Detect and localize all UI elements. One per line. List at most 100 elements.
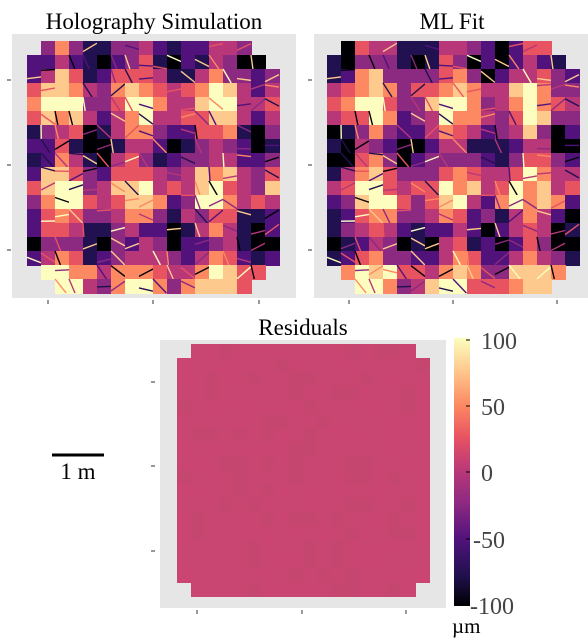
ml-fit-texture-line	[341, 69, 355, 70]
ml-fit-cell	[369, 83, 384, 98]
ml-fit-cell	[523, 125, 538, 140]
residuals-cell	[415, 540, 430, 555]
ml-fit-cell	[481, 181, 496, 196]
residuals-cell	[261, 582, 276, 597]
holography-simulation-cell	[251, 139, 266, 154]
residuals-cell	[415, 386, 430, 401]
residuals-cell	[261, 400, 276, 415]
ml-fit-cell	[327, 237, 342, 252]
ml-fit-cell	[453, 41, 468, 56]
residuals-cell	[289, 568, 304, 583]
residuals-cell	[191, 414, 206, 429]
residuals-cell	[359, 470, 374, 485]
ml-fit-cell	[509, 223, 524, 238]
holography-simulation-cell	[153, 265, 168, 280]
residuals-cell	[275, 484, 290, 499]
residuals-cell	[205, 512, 220, 527]
holography-simulation-cell	[223, 279, 238, 294]
residuals-cell	[233, 414, 248, 429]
holography-simulation-cell	[167, 195, 182, 210]
holography-simulation-cell	[69, 195, 84, 210]
holography-simulation-cell	[181, 111, 196, 126]
ml-fit-cell	[509, 83, 524, 98]
holography-simulation-cell	[209, 223, 224, 238]
residuals-cell	[261, 442, 276, 457]
residuals-cell	[331, 344, 346, 359]
residuals-cell	[303, 526, 318, 541]
residuals-cell	[373, 512, 388, 527]
ml-fit-cell	[425, 251, 440, 266]
ml-fit-cell	[341, 69, 356, 84]
holography-simulation-cell	[209, 279, 224, 294]
residuals-cell	[415, 358, 430, 373]
ml-fit-cell	[369, 223, 384, 238]
ml-fit-cell	[397, 223, 412, 238]
ml-fit-cell	[341, 97, 356, 112]
holography-simulation-cell	[167, 41, 182, 56]
residuals-cell	[191, 554, 206, 569]
residuals-cell	[317, 526, 332, 541]
ml-fit-cell	[495, 237, 510, 252]
ml-fit-cell	[481, 41, 496, 56]
ml-fit-cell	[551, 111, 566, 126]
ml-fit-cell	[551, 69, 566, 84]
holography-simulation-cell	[153, 125, 168, 140]
holography-simulation-cell	[139, 279, 154, 294]
residuals-cell	[191, 428, 206, 443]
residuals-cell	[303, 484, 318, 499]
holography-simulation-cell	[97, 111, 112, 126]
holography-simulation-cell	[69, 139, 84, 154]
ml-fit-cell	[551, 139, 566, 154]
holography-simulation-cell	[181, 237, 196, 252]
ml-fit-cell	[355, 223, 370, 238]
ml-fit-cell	[383, 209, 398, 224]
residuals-cell	[303, 358, 318, 373]
ml-fit-cell	[397, 97, 412, 112]
ml-fit-cell	[565, 139, 580, 154]
holography-simulation-cell	[153, 97, 168, 112]
holography-simulation-cell	[27, 97, 42, 112]
residuals-cell	[205, 386, 220, 401]
residuals-cell	[177, 400, 192, 415]
residuals-cell	[275, 414, 290, 429]
residuals-cell	[233, 344, 248, 359]
residuals-cell	[289, 582, 304, 597]
ml-fit-cell	[523, 167, 538, 182]
residuals-cell	[317, 512, 332, 527]
residuals-cell	[177, 484, 192, 499]
residuals-cell	[359, 526, 374, 541]
residuals-cell	[275, 470, 290, 485]
residuals-cell	[205, 526, 220, 541]
holography-simulation-cell	[69, 41, 84, 56]
residuals-cell	[205, 400, 220, 415]
residuals-cell	[289, 540, 304, 555]
ml-fit-cell	[551, 251, 566, 266]
residuals-cell	[303, 386, 318, 401]
residuals-cell	[191, 540, 206, 555]
residuals-cell	[387, 554, 402, 569]
residuals-cell	[331, 526, 346, 541]
ml-fit-cell	[467, 153, 482, 168]
residuals-cell	[359, 358, 374, 373]
residuals-cell	[415, 400, 430, 415]
residuals-cell	[373, 568, 388, 583]
holography-simulation-cell	[27, 125, 42, 140]
ml-fit-cell	[383, 195, 398, 210]
ml-fit-cell	[341, 237, 356, 252]
residuals-cell	[289, 470, 304, 485]
holography-simulation-cell	[97, 69, 112, 84]
ml-fit-texture-line	[523, 153, 524, 167]
residuals-cell	[373, 484, 388, 499]
holography-simulation-cell	[125, 111, 140, 126]
title-ml-fit: ML Fit	[420, 9, 486, 34]
holography-simulation-cell	[195, 97, 210, 112]
residuals-cell	[247, 456, 262, 471]
holography-simulation-cell	[97, 251, 112, 266]
residuals-cell	[191, 344, 206, 359]
holography-simulation-cell	[55, 181, 70, 196]
residuals-cell	[261, 526, 276, 541]
residuals-cell	[205, 554, 220, 569]
ml-fit-cell	[537, 125, 552, 140]
holography-simulation-cell	[181, 223, 196, 238]
holography-simulation-cell	[83, 223, 98, 238]
